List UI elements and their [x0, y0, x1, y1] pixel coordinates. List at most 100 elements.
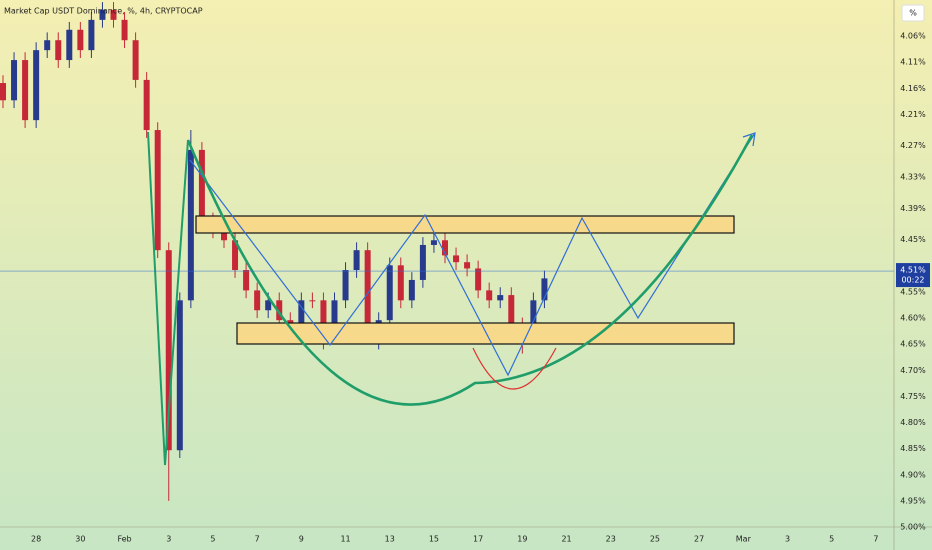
candle-body [154, 130, 161, 251]
candle-body [11, 60, 18, 101]
support-zone [236, 322, 735, 345]
candle-body [541, 278, 548, 301]
x-tick-label: Feb [117, 535, 131, 544]
y-tick-label: 4.90% [900, 470, 926, 479]
candle-body [419, 244, 426, 280]
y-tick-label: 4.45% [900, 235, 926, 244]
y-tick-label: 4.75% [900, 392, 926, 401]
candle-body [486, 290, 493, 301]
candle-body [353, 250, 360, 271]
projection-arrowhead [742, 132, 756, 147]
x-tick-label: 21 [561, 535, 571, 544]
candle-body [386, 265, 393, 321]
countdown: 00:22 [901, 276, 924, 285]
y-tick-label: 4.06% [900, 32, 926, 41]
x-tick-label: 11 [340, 535, 350, 544]
x-tick-label: 5 [210, 535, 215, 544]
candle-body [165, 250, 172, 451]
candle-body [143, 79, 150, 131]
candle-body [475, 268, 482, 291]
y-tick-label: 4.80% [900, 418, 926, 427]
x-tick-label: 27 [694, 535, 704, 544]
y-tick-label: 4.85% [900, 444, 926, 453]
x-tick-label: 23 [606, 535, 616, 544]
candle-body [44, 40, 51, 51]
candle-body [254, 290, 261, 311]
x-tick-label: Mar [736, 535, 752, 544]
candle-body [243, 270, 250, 291]
y-tick-label: 4.95% [900, 496, 926, 505]
candle-body [408, 279, 415, 301]
candle-body [265, 300, 272, 311]
candle-body [441, 240, 448, 256]
y-tick-label: 4.16% [900, 84, 926, 93]
candle-body [309, 300, 316, 302]
chart-title: Market Cap USDT Dominance, %, 4h, CRYPTO… [4, 7, 203, 16]
y-tick-label: 4.55% [900, 287, 926, 296]
scale-button-label[interactable]: % [909, 9, 917, 18]
x-tick-label: 17 [473, 535, 483, 544]
candle-body [33, 50, 40, 121]
candle-body [132, 40, 139, 80]
candle-body [508, 295, 515, 326]
candle-body [99, 9, 106, 20]
candle-body [497, 295, 504, 301]
candle-body [66, 29, 73, 61]
projection-zigzag [189, 132, 756, 377]
candle-body [364, 250, 371, 326]
last-price-label: 4.51% [900, 266, 926, 275]
y-tick-label: 4.33% [900, 173, 926, 182]
x-tick-label: 7 [873, 535, 878, 544]
last-price-box [896, 263, 930, 288]
candle-body [176, 300, 183, 451]
x-tick-label: 13 [385, 535, 395, 544]
candle-body [198, 149, 205, 221]
y-tick-label: 4.70% [900, 366, 926, 375]
scale-button[interactable] [901, 4, 925, 22]
candle-body [220, 230, 227, 241]
y-tick-label: 4.27% [900, 141, 926, 150]
candle-body [298, 300, 305, 326]
candle-body [342, 270, 349, 301]
green-spike-line [147, 131, 189, 466]
candle-body [55, 40, 62, 61]
candle-body [187, 149, 194, 301]
y-tick-label: 5.00% [900, 523, 926, 532]
candle-body [232, 240, 239, 271]
candle-body [22, 60, 29, 121]
candle-body [530, 300, 537, 336]
y-tick-label: 4.39% [900, 204, 926, 213]
candle-body [464, 262, 471, 269]
y-tick-label: 4.11% [900, 58, 926, 67]
x-tick-label: 28 [31, 535, 41, 544]
candle-body [110, 9, 117, 20]
candle-body [397, 265, 404, 301]
candle-body [77, 29, 84, 51]
candle-body [430, 240, 437, 245]
x-tick-label: 15 [429, 535, 439, 544]
x-tick-label: 25 [650, 535, 660, 544]
cup-curve [186, 134, 754, 406]
x-tick-label: 7 [255, 535, 260, 544]
resistance-zone [195, 215, 735, 234]
candle-body [453, 255, 460, 263]
y-tick-label: 4.60% [900, 314, 926, 323]
candle-body [320, 300, 327, 331]
x-tick-label: 3 [166, 535, 171, 544]
candle-body [331, 300, 338, 331]
candle-body [0, 83, 7, 101]
drawings [147, 131, 756, 466]
handle-curve [472, 347, 557, 390]
candle-body [276, 300, 283, 321]
x-tick-label: 19 [517, 535, 527, 544]
candle-body [121, 19, 128, 41]
x-tick-label: 3 [785, 535, 790, 544]
x-tick-label: 30 [75, 535, 85, 544]
y-tick-label: 4.65% [900, 340, 926, 349]
x-tick-label: 5 [829, 535, 834, 544]
candle-body [88, 19, 95, 51]
y-tick-label: 4.21% [900, 110, 926, 119]
x-tick-label: 9 [299, 535, 304, 544]
